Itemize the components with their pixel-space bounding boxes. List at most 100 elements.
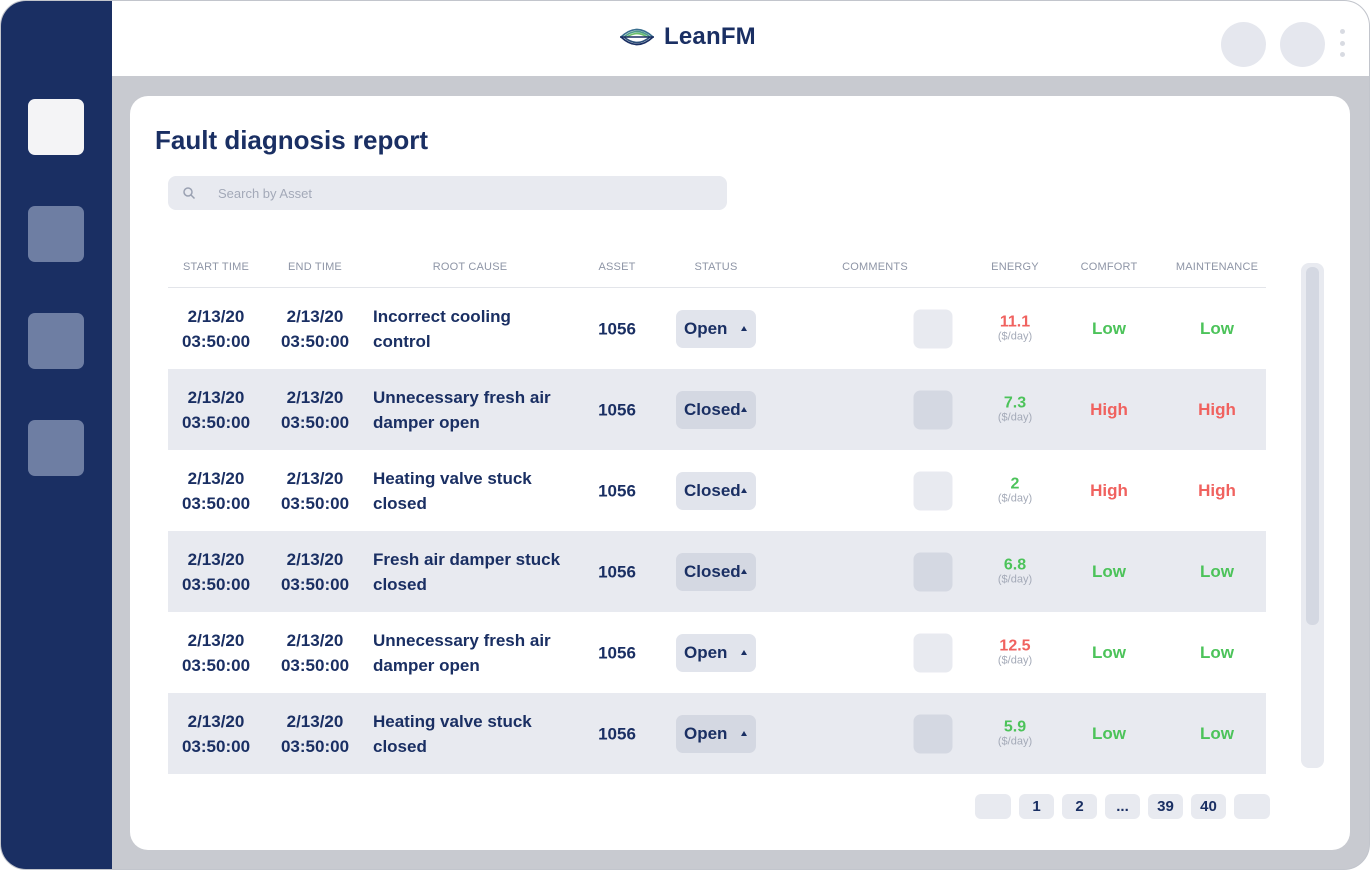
- header-asset[interactable]: ASSET: [598, 261, 636, 273]
- energy-value: 11.1: [999, 313, 1031, 330]
- energy-unit: ($/day): [997, 573, 1033, 585]
- search-bar[interactable]: [168, 176, 727, 210]
- maintenance-level: Low: [1200, 318, 1234, 338]
- maintenance-level: Low: [1200, 723, 1234, 743]
- page-button-39[interactable]: 39: [1148, 794, 1183, 819]
- comfort-level: High: [1090, 480, 1128, 500]
- header-energy[interactable]: ENERGY: [991, 261, 1039, 273]
- table-row[interactable]: 2/13/20 03:50:00 2/13/20 03:50:00 Unnecessar…: [168, 369, 1266, 450]
- status-value: Open: [684, 723, 728, 743]
- energy-cell: 12.5 ($/day): [998, 638, 1032, 667]
- start-time-cell: 2/13/20 03:50:00: [166, 385, 266, 435]
- energy-value: 5.9: [1003, 718, 1027, 735]
- start-date: 2/13/20: [187, 711, 245, 731]
- sidebar-item-1[interactable]: [28, 99, 84, 155]
- fault-table: START TIME END TIME ROOT CAUSE ASSET STA…: [168, 251, 1266, 774]
- comment-button[interactable]: [913, 309, 953, 348]
- asset-cell: 1056: [598, 643, 636, 662]
- header-root-cause[interactable]: ROOT CAUSE: [432, 261, 508, 273]
- scrollbar[interactable]: [1301, 263, 1324, 768]
- notification-button[interactable]: [1221, 22, 1266, 67]
- energy-unit: ($/day): [997, 735, 1033, 747]
- sidebar-item-4[interactable]: [28, 420, 84, 476]
- comment-button[interactable]: [913, 714, 953, 753]
- page-button-2[interactable]: 2: [1062, 794, 1097, 819]
- caret-up-icon: [741, 406, 747, 412]
- comment-button[interactable]: [913, 552, 953, 591]
- start-time: 03:50:00: [181, 331, 251, 351]
- page-button-1[interactable]: 1: [1019, 794, 1054, 819]
- comment-button[interactable]: [913, 390, 953, 429]
- pagination: 1 2 ... 39 40: [975, 794, 1270, 819]
- start-time-cell: 2/13/20 03:50:00: [166, 304, 266, 354]
- status-dropdown[interactable]: Open: [676, 633, 756, 672]
- header-start-time[interactable]: START TIME: [183, 261, 249, 273]
- comfort-level: Low: [1092, 561, 1126, 581]
- table-row[interactable]: 2/13/20 03:50:00 2/13/20 03:50:00 Incorrect …: [168, 288, 1266, 369]
- end-time-cell: 2/13/20 03:50:00: [265, 547, 365, 597]
- header-maintenance[interactable]: MAINTENANCE: [1175, 261, 1259, 273]
- energy-unit: ($/day): [997, 411, 1033, 423]
- start-date: 2/13/20: [187, 306, 245, 326]
- start-time: 03:50:00: [181, 655, 251, 675]
- energy-unit: ($/day): [997, 492, 1033, 504]
- header-comments[interactable]: COMMENTS: [842, 261, 908, 273]
- status-dropdown[interactable]: Open: [676, 714, 756, 753]
- prev-page-button[interactable]: [975, 794, 1011, 819]
- energy-value: 6.8: [1003, 556, 1027, 573]
- start-date: 2/13/20: [187, 549, 245, 569]
- end-date: 2/13/20: [286, 306, 344, 326]
- status-dropdown[interactable]: Closed: [676, 390, 756, 429]
- status-dropdown[interactable]: Open: [676, 309, 756, 348]
- root-cause-cell: Heating valve stuck closed: [373, 468, 532, 513]
- asset-cell: 1056: [598, 400, 636, 419]
- start-time-cell: 2/13/20 03:50:00: [166, 709, 266, 759]
- end-date: 2/13/20: [286, 711, 344, 731]
- maintenance-level: Low: [1200, 642, 1234, 662]
- avatar[interactable]: [1280, 22, 1325, 67]
- energy-cell: 2 ($/day): [998, 476, 1032, 505]
- header-status[interactable]: STATUS: [694, 261, 738, 273]
- table-row[interactable]: 2/13/20 03:50:00 2/13/20 03:50:00 Heating va…: [168, 450, 1266, 531]
- start-time: 03:50:00: [181, 412, 251, 432]
- top-bar: LeanFM: [112, 1, 1369, 76]
- table-row[interactable]: 2/13/20 03:50:00 2/13/20 03:50:00 Unnecessar…: [168, 612, 1266, 693]
- search-input[interactable]: [218, 185, 698, 201]
- start-time-cell: 2/13/20 03:50:00: [166, 547, 266, 597]
- end-time: 03:50:00: [280, 412, 350, 432]
- search-icon: [183, 187, 196, 200]
- scrollbar-thumb[interactable]: [1306, 267, 1319, 625]
- end-time: 03:50:00: [280, 736, 350, 756]
- start-time: 03:50:00: [181, 493, 251, 513]
- report-card: Fault diagnosis report START TIME END TI…: [130, 96, 1350, 850]
- comment-button[interactable]: [913, 471, 953, 510]
- sidebar: [1, 1, 112, 869]
- status-dropdown[interactable]: Closed: [676, 552, 756, 591]
- maintenance-level: Low: [1200, 561, 1234, 581]
- root-cause-cell: Unnecessary fresh air damper open: [373, 387, 551, 432]
- table-row[interactable]: 2/13/20 03:50:00 2/13/20 03:50:00 Fresh air …: [168, 531, 1266, 612]
- end-time-cell: 2/13/20 03:50:00: [265, 709, 365, 759]
- sidebar-item-2[interactable]: [28, 206, 84, 262]
- logo[interactable]: LeanFM: [618, 19, 756, 55]
- header-comfort[interactable]: COMFORT: [1080, 261, 1138, 273]
- page-button-40[interactable]: 40: [1191, 794, 1226, 819]
- end-time: 03:50:00: [280, 574, 350, 594]
- kebab-menu-icon[interactable]: [1339, 29, 1345, 57]
- energy-value: 12.5: [999, 637, 1031, 654]
- comment-button[interactable]: [913, 633, 953, 672]
- status-dropdown[interactable]: Closed: [676, 471, 756, 510]
- end-time: 03:50:00: [280, 331, 350, 351]
- table-row[interactable]: 2/13/20 03:50:00 2/13/20 03:50:00 Heating va…: [168, 693, 1266, 774]
- root-cause-cell: Incorrect cooling control: [373, 306, 511, 351]
- status-value: Open: [684, 318, 728, 338]
- sidebar-item-3[interactable]: [28, 313, 84, 369]
- comfort-level: High: [1090, 399, 1128, 419]
- caret-up-icon: [741, 325, 747, 331]
- caret-up-icon: [741, 649, 747, 655]
- next-page-button[interactable]: [1234, 794, 1270, 819]
- end-time-cell: 2/13/20 03:50:00: [265, 628, 365, 678]
- start-time-cell: 2/13/20 03:50:00: [166, 466, 266, 516]
- header-end-time[interactable]: END TIME: [288, 261, 342, 273]
